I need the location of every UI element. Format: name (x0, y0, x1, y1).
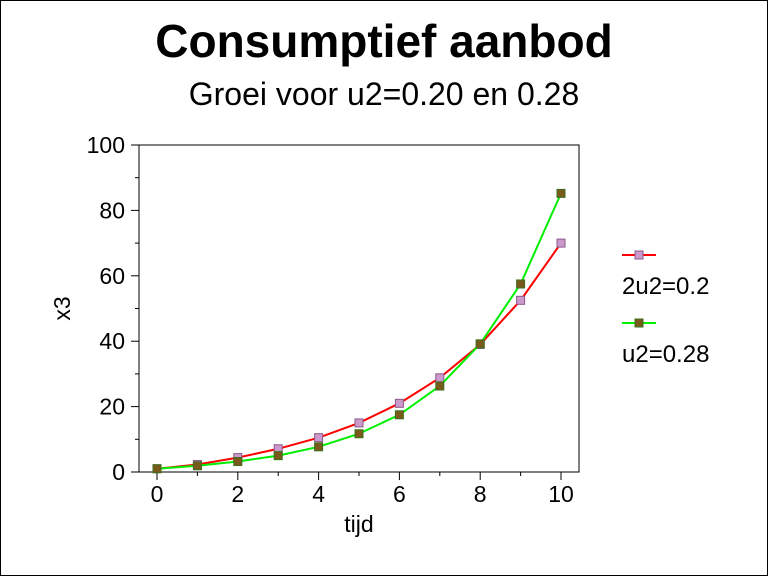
data-point (354, 429, 364, 439)
data-point (556, 238, 566, 248)
y-tick-label: 20 (99, 394, 125, 420)
y-tick-label: 0 (112, 459, 125, 485)
data-point (394, 398, 404, 408)
y-tick-label: 60 (99, 263, 125, 289)
data-point (314, 442, 324, 452)
y-tick-label: 40 (99, 328, 125, 354)
x-tick-label: 4 (312, 481, 325, 507)
series-layer (152, 188, 566, 474)
axes: 0 20 40 60 80 100 0 2 4 6 8 10 tijd x3 (49, 132, 574, 537)
data-point (354, 418, 364, 428)
data-point (556, 188, 566, 198)
data-point (233, 457, 243, 467)
x-tick-label: 0 (151, 481, 164, 507)
chart-title: Consumptief aanbod (155, 15, 613, 67)
x-tick-label: 2 (231, 481, 244, 507)
data-point (435, 381, 445, 391)
legend-label: u2=0.28 (622, 341, 709, 368)
legend-label: 2u2=0.2 (622, 273, 709, 300)
x-tick-label: 10 (548, 481, 574, 507)
legend: 2u2=0.2 u2=0.28 (622, 250, 709, 368)
series-1 (152, 238, 566, 474)
data-point (314, 433, 324, 443)
y-tick-label: 100 (87, 132, 125, 158)
series-2 (152, 188, 566, 474)
data-point (516, 295, 526, 305)
x-axis-title: tijd (344, 511, 373, 537)
data-point (273, 451, 283, 461)
x-tick-label: 6 (393, 481, 406, 507)
y-tick-label: 80 (99, 197, 125, 223)
y-axis-title: x3 (49, 296, 75, 320)
plot-border (138, 144, 580, 473)
data-point (516, 279, 526, 289)
plot-area (138, 144, 580, 473)
data-point (435, 373, 445, 383)
data-point (192, 461, 202, 471)
chart-subtitle: Groei voor u2=0.20 en 0.28 (188, 76, 580, 112)
data-point (394, 410, 404, 420)
x-tick-label: 8 (474, 481, 487, 507)
legend-marker (634, 250, 644, 260)
data-point (475, 339, 485, 349)
data-point (152, 464, 162, 474)
legend-marker (634, 318, 644, 328)
